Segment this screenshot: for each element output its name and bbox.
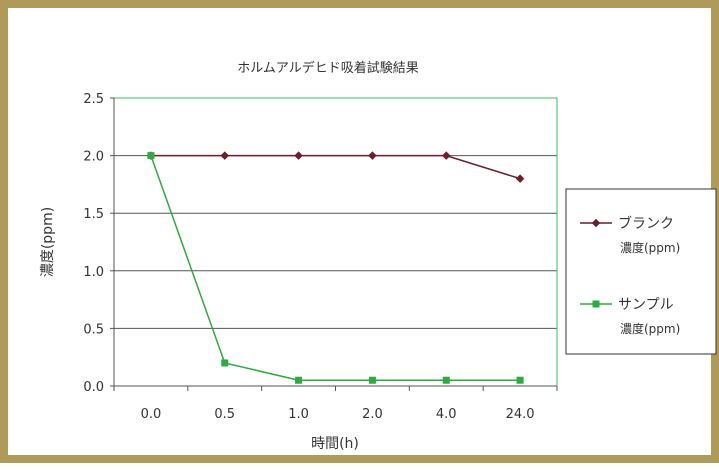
legend-label: ブランク濃度(ppm): [618, 215, 680, 255]
plot-area: [113, 97, 558, 387]
data-point: [368, 151, 377, 160]
legend-label: サンプル濃度(ppm): [618, 297, 680, 336]
data-point: [515, 174, 525, 183]
x-tick-label: 0.0: [141, 407, 162, 422]
legend-item-2: サンプル濃度(ppm): [580, 297, 680, 336]
x-tick-label: 2.0: [362, 407, 383, 422]
data-point: [442, 376, 450, 384]
x-axis-title: 時間(h): [311, 436, 359, 452]
data-point: [220, 151, 229, 160]
y-tick-label: 1.0: [83, 265, 104, 280]
x-tick-label: 1.0: [288, 407, 309, 422]
y-tick-label: 0.5: [83, 322, 104, 337]
grid-lines: [114, 97, 557, 329]
data-point: [147, 152, 155, 160]
series-line-2: [150, 155, 521, 381]
data-point: [294, 151, 303, 160]
series-line-1: [150, 154, 521, 180]
y-tick-label: 0.0: [83, 380, 104, 395]
y-axis-title: 濃度(ppm): [40, 207, 56, 277]
legend-item-1: ブランク濃度(ppm): [580, 215, 680, 255]
y-tick-labels: 0.0 0.5 1.0 1.5 2.0 2.5: [83, 92, 104, 395]
y-tick-label: 1.5: [83, 207, 104, 222]
data-point: [295, 376, 303, 384]
x-tick-labels: 0.0 0.5 1.0 2.0 4.0 24.0: [141, 407, 535, 422]
data-point: [442, 151, 451, 160]
y-tick-label: 2.5: [83, 92, 104, 107]
legend-marker: [592, 300, 600, 308]
legend: ブランク濃度(ppm) サンプル濃度(ppm): [565, 188, 717, 355]
legend-box: [565, 188, 717, 355]
data-point: [516, 376, 524, 384]
chart-title: ホルムアルデヒド吸着試験結果: [237, 60, 419, 76]
series: [146, 151, 525, 384]
y-tick-label: 2.0: [83, 150, 104, 165]
chart-canvas: ホルムアルデヒド吸着試験結果 0.0 0.5 1.0 1.5 2.0 2.5 0.0 0.5…: [40, 60, 717, 452]
x-tick-label: 4.0: [436, 407, 457, 422]
x-tick-label: 0.5: [214, 407, 235, 422]
axes: [110, 97, 558, 391]
data-point: [368, 376, 376, 384]
data-point: [221, 359, 229, 367]
x-tick-label: 24.0: [506, 407, 535, 422]
